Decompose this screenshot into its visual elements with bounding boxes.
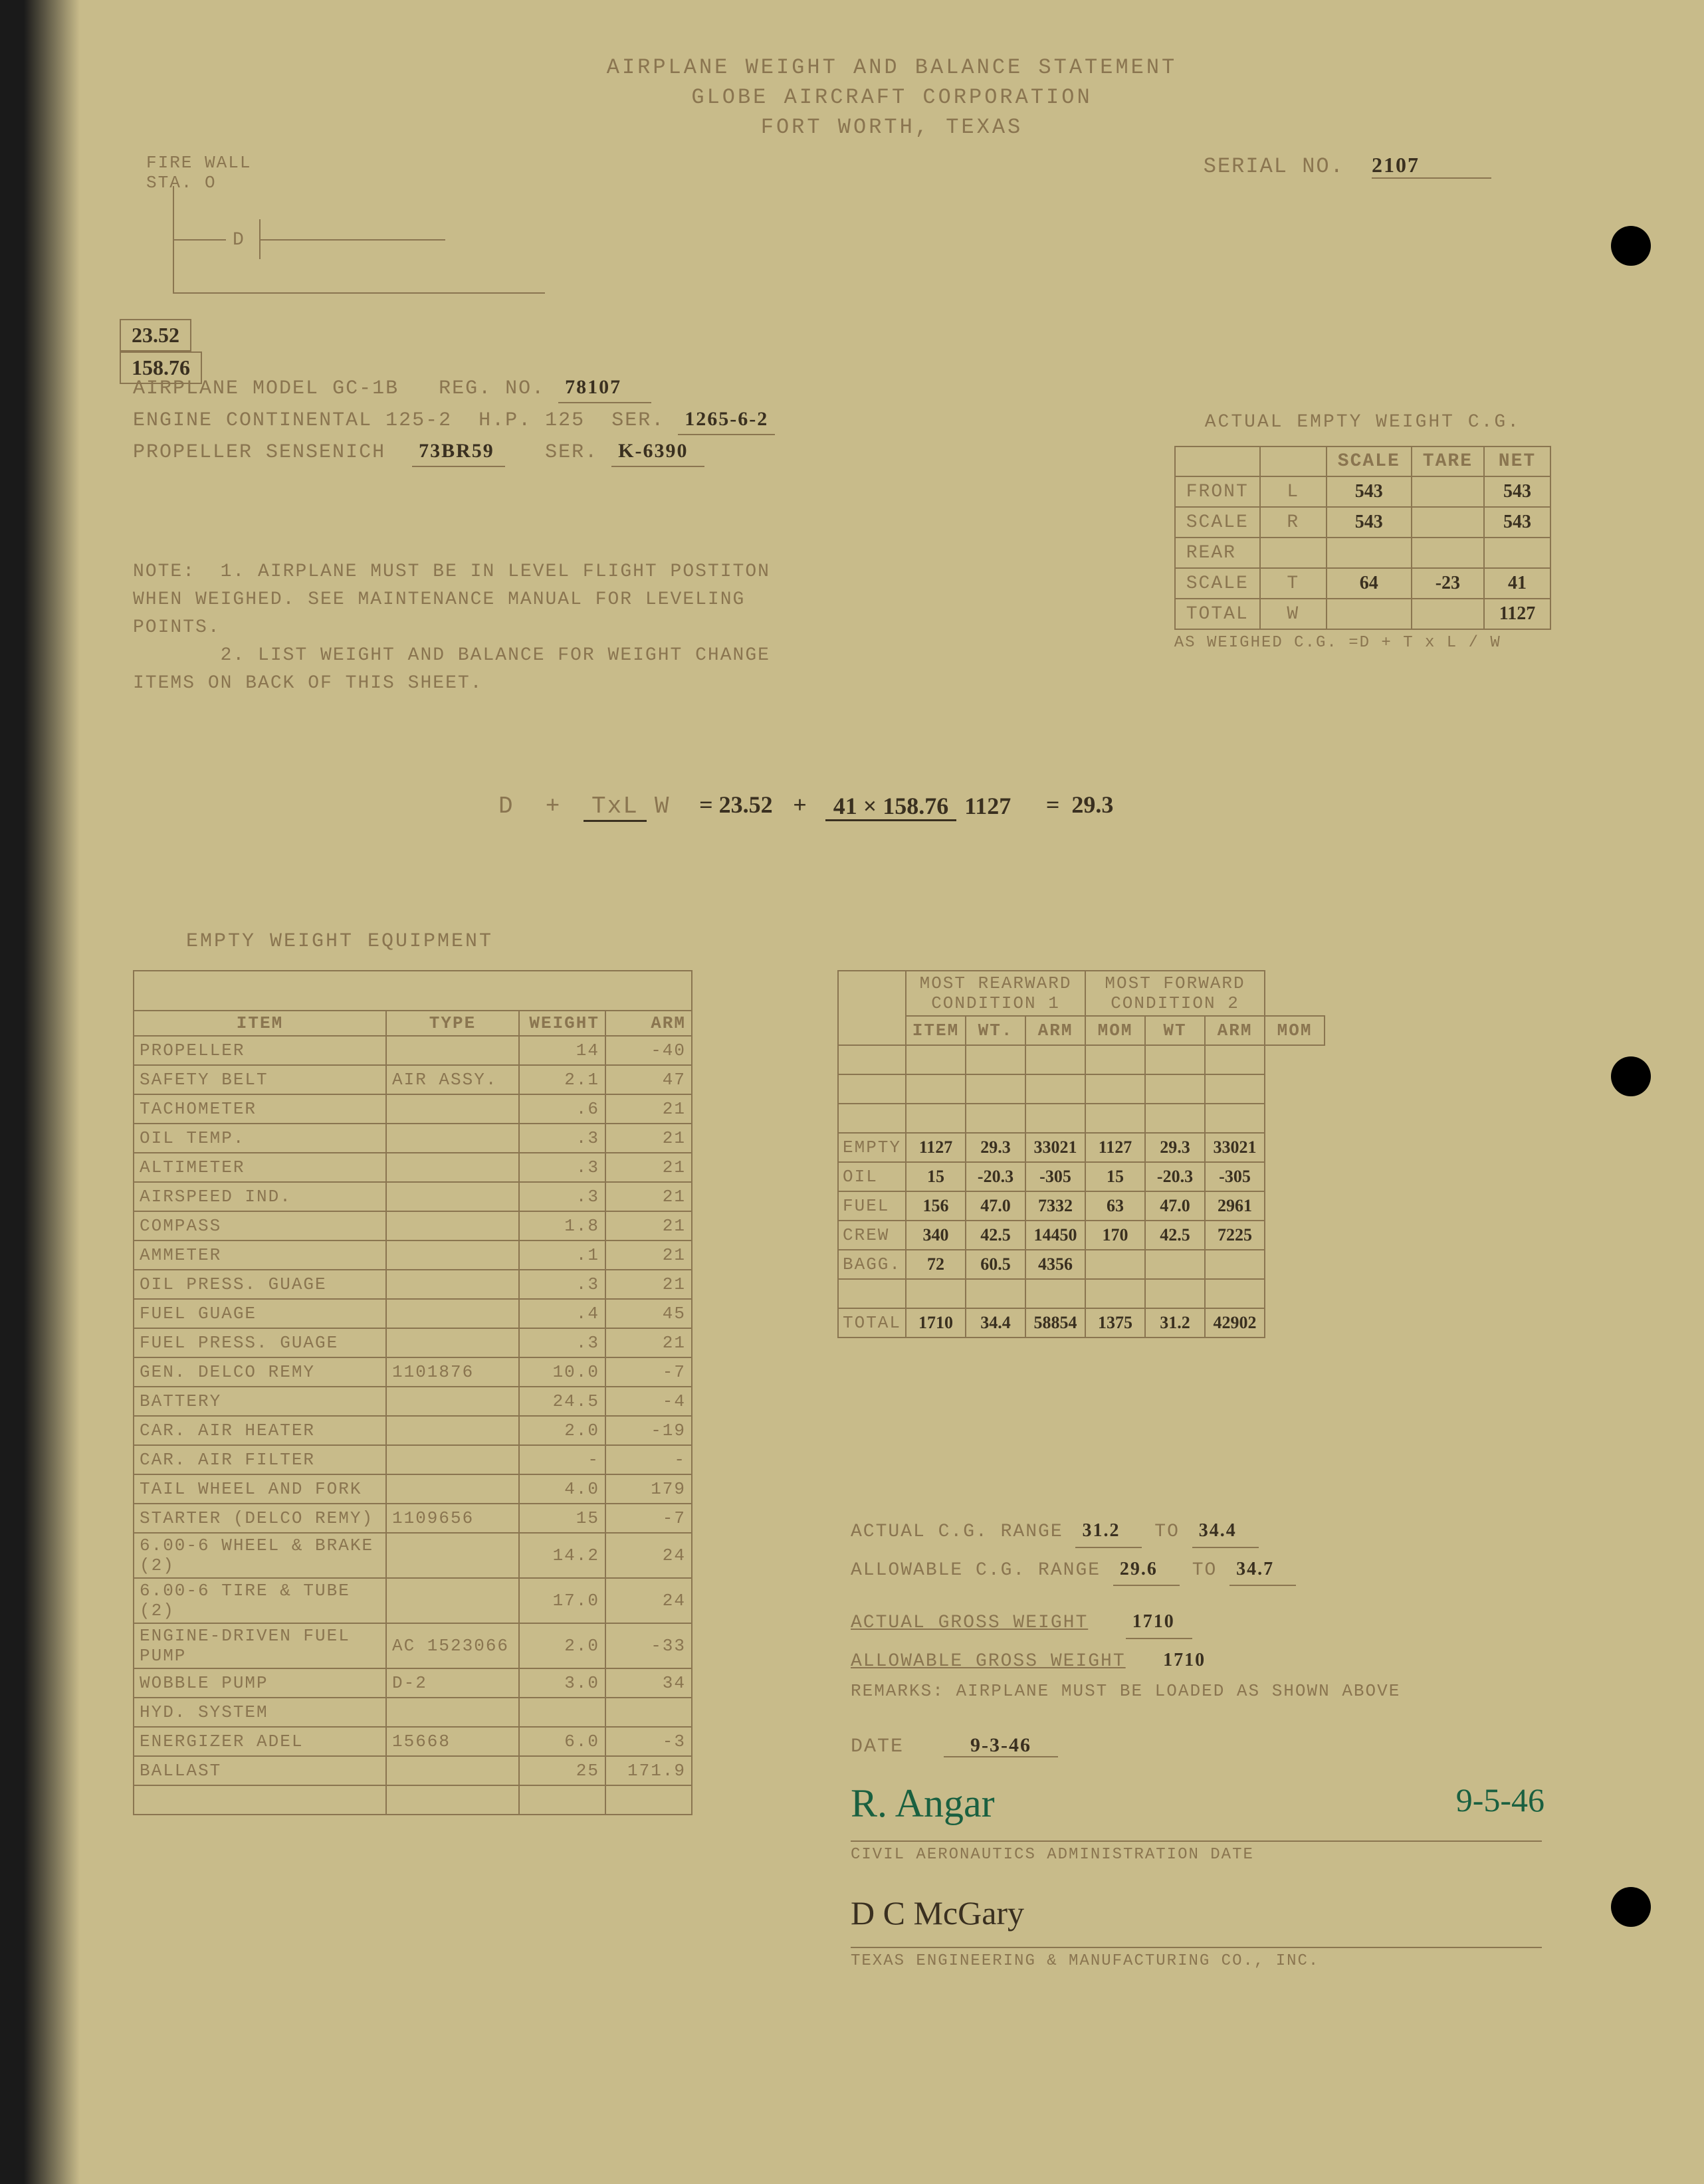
allow-cg-label: ALLOWABLE C.G. RANGE (851, 1560, 1101, 1581)
weight-table-title: ACTUAL EMPTY WEIGHT C.G. (1174, 412, 1551, 433)
dim-left: 23.52 (120, 319, 191, 351)
prop: SENSENICH (266, 441, 385, 464)
reg-value: 78107 (558, 372, 651, 403)
header-line1: AIRPLANE WEIGHT AND BALANCE STATEMENT (120, 53, 1664, 83)
allow-cg-to: 34.7 (1229, 1553, 1296, 1587)
date-label: DATE (851, 1736, 904, 1758)
weight-table: ACTUAL EMPTY WEIGHT C.G. SCALETARENETFRO… (1174, 412, 1551, 652)
remarks-text: AIRPLANE MUST BE LOADED AS SHOWN ABOVE (956, 1681, 1400, 1701)
gw-label: ACTUAL GROSS WEIGHT (851, 1613, 1088, 1633)
engine-label: ENGINE (133, 409, 213, 432)
serial-number: SERIAL NO. 2107 (1204, 153, 1491, 179)
propser-label: SER. (545, 441, 598, 464)
to-label-2: TO (1192, 1560, 1218, 1581)
serial-label: SERIAL NO. (1204, 154, 1344, 179)
note-2: 2. LIST WEIGHT AND BALANCE FOR WEIGHT CH… (133, 645, 770, 694)
agw-value: 1710 (1163, 1650, 1206, 1670)
propser-value: K-6390 (611, 436, 704, 467)
header-line3: FORT WORTH, TEXAS (120, 113, 1664, 143)
notes: NOTE: 1. AIRPLANE MUST BE IN LEVEL FLIGH… (133, 558, 798, 698)
punch-hole (1611, 1056, 1651, 1096)
condition-table: MOST REARWARDCONDITION 1MOST FORWARDCOND… (837, 970, 1325, 1338)
agw-label: ALLOWABLE GROSS WEIGHT (851, 1651, 1126, 1672)
formula-txl: 41 × 158.76 (825, 793, 957, 821)
firewall-line1: FIRE WALL (146, 153, 251, 173)
equip-table: ITEMTYPEWEIGHTARMPROPELLER14-40SAFETY BE… (133, 970, 692, 1815)
engser-label: SER. (611, 409, 665, 432)
reg-label: REG. NO. (439, 377, 545, 400)
cg-range-box: ACTUAL C.G. RANGE 31.2 TO 34.4 ALLOWABLE… (851, 1515, 1296, 1682)
gw-value: 1710 (1126, 1606, 1192, 1639)
model: GC-1B (332, 377, 399, 400)
hp-label: H.P. (479, 409, 532, 432)
actual-cg-label: ACTUAL C.G. RANGE (851, 1522, 1063, 1542)
punch-hole (1611, 226, 1651, 266)
engine: CONTINENTAL 125-2 (226, 409, 452, 432)
signature-1: R. Angar (851, 1781, 995, 1827)
formula-result: 29.3 (1071, 791, 1113, 818)
date-line: DATE 9-3-46 (851, 1734, 1058, 1758)
prop-label: PROPELLER (133, 441, 253, 464)
formula-w: 1127 (956, 793, 1019, 819)
serial-value: 2107 (1372, 153, 1491, 179)
note-1: 1. AIRPLANE MUST BE IN LEVEL FLIGHT POST… (133, 561, 770, 638)
to-label: TO (1154, 1522, 1180, 1542)
cg-formula: D + TxLW = 23.52 + 41 × 158.761127 = 29.… (498, 791, 1495, 820)
formula-d: 23.52 (719, 791, 773, 818)
aircraft-info: AIRPLANE MODEL GC-1B REG. NO. 78107 ENGI… (133, 372, 775, 468)
actual-cg-from: 31.2 (1075, 1515, 1142, 1548)
equip-title: EMPTY WEIGHT EQUIPMENT (186, 930, 493, 953)
hp: 125 (545, 409, 585, 432)
header-line2: GLOBE AIRCRAFT CORPORATION (120, 83, 1664, 113)
actual-cg-to: 34.4 (1192, 1515, 1259, 1548)
model-label: AIRPLANE MODEL (133, 377, 319, 400)
signature-2: D C McGary (851, 1894, 1024, 1932)
remarks: REMARKS: AIRPLANE MUST BE LOADED AS SHOW… (851, 1681, 1400, 1701)
weight-formula: AS WEIGHED C.G. =D + T x L / W (1174, 634, 1551, 652)
engser-value: 1265-6-2 (678, 404, 775, 435)
signature-2-label: TEXAS ENGINEERING & MANUFACTURING CO., I… (851, 1947, 1542, 1970)
punch-hole (1611, 1887, 1651, 1927)
signature-1-label: CIVIL AERONAUTICS ADMINISTRATION DATE (851, 1840, 1542, 1864)
allow-cg-from: 29.6 (1113, 1553, 1180, 1587)
document-header: AIRPLANE WEIGHT AND BALANCE STATEMENT GL… (120, 53, 1664, 142)
date-value: 9-3-46 (944, 1734, 1058, 1757)
page-edge (0, 0, 80, 2184)
prop-no: 73BR59 (412, 436, 505, 467)
remarks-label: REMARKS: (851, 1681, 944, 1701)
signature-1-date: 9-5-46 (1456, 1781, 1544, 1819)
firewall-diagram: D (173, 186, 572, 306)
weight-table-grid: SCALETARENETFRONTL543543SCALER543543REAR… (1174, 446, 1551, 630)
